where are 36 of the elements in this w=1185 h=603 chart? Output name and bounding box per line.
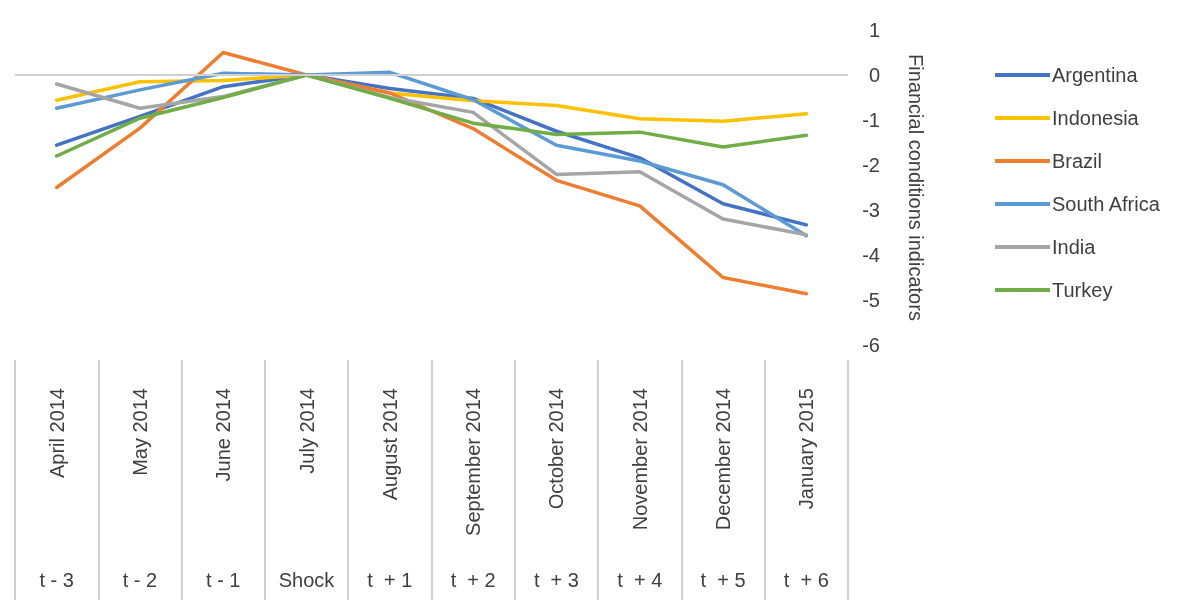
y-tick-label: -5 bbox=[862, 289, 880, 311]
y-tick-label: 1 bbox=[868, 19, 880, 41]
text: t + 6 bbox=[783, 569, 829, 591]
x-tick-label: June 2014 bbox=[212, 388, 235, 482]
x-tick-label: July 2014 bbox=[295, 388, 318, 474]
text: t - 3 bbox=[39, 569, 74, 591]
text: t + 4 bbox=[617, 569, 663, 591]
text: t - 2 bbox=[122, 569, 158, 591]
text: t - 1 bbox=[206, 569, 241, 591]
x-tick-label: November 2014 bbox=[628, 388, 651, 531]
y-tick-label: 0 bbox=[868, 64, 880, 86]
y-tick-label: -2 bbox=[862, 154, 880, 176]
x-tick-label: April 2014 bbox=[45, 388, 68, 479]
text: t + 1 bbox=[367, 569, 413, 591]
y-tick-label: -6 bbox=[862, 334, 880, 356]
legend-label: Brazil bbox=[1052, 150, 1103, 172]
x-tick-label: May 2014 bbox=[128, 388, 151, 476]
legend-label: South Africa bbox=[1052, 193, 1161, 215]
text: t + 2 bbox=[450, 569, 496, 591]
y-tick-label: -1 bbox=[862, 109, 880, 131]
text: t + 3 bbox=[533, 569, 579, 591]
y-axis-title: Financial conditions indicators bbox=[905, 54, 927, 321]
line-series bbox=[54, 73, 809, 158]
y-tick-label: -3 bbox=[862, 199, 880, 221]
x-tick-label: October 2014 bbox=[545, 388, 568, 510]
x-tick-label: August 2014 bbox=[378, 388, 401, 501]
legend-label: Turkey bbox=[1052, 279, 1113, 301]
legend-label: India bbox=[1052, 236, 1097, 258]
y-tick-label: -4 bbox=[862, 244, 880, 266]
text: Shock bbox=[278, 569, 336, 591]
x-tick-label: September 2014 bbox=[462, 388, 485, 536]
legend-label: Argentina bbox=[1052, 64, 1139, 86]
x-tick-label: December 2014 bbox=[712, 388, 735, 531]
x-tick-label: January 2015 bbox=[795, 388, 818, 510]
text: t + 5 bbox=[700, 569, 746, 591]
legend-label: Indonesia bbox=[1052, 107, 1140, 129]
